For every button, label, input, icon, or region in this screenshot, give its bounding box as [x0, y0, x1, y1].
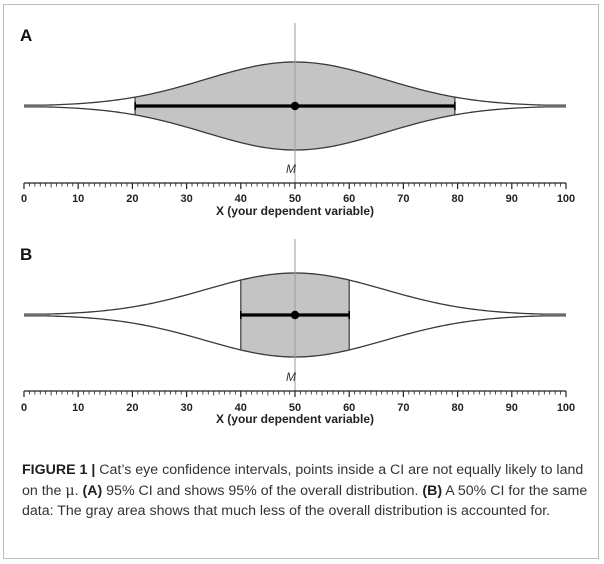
x-tick-label: 50	[289, 193, 301, 205]
x-tick-label: 0	[21, 402, 27, 414]
x-tick-label: 90	[506, 193, 518, 205]
panel-letter-a: A	[20, 26, 32, 45]
caption-mu: μ	[65, 482, 75, 499]
panel-b: B M 0 10 20 30 40 50 60 70 80 90 100 X (your depende…	[20, 239, 575, 426]
mean-point	[290, 101, 300, 111]
x-tick-label: 50	[289, 402, 301, 414]
caption-b-label: (B)	[422, 482, 443, 499]
x-axis-title: X (your dependent variable)	[216, 412, 374, 426]
panel-a: A M 0 10 20 30 40 50 60 70 80 90 100 X (your depende…	[20, 23, 575, 218]
caption-b-text: A 50% CI for the same data: The gray are…	[22, 482, 588, 520]
x-tick-label: 90	[506, 402, 518, 414]
x-tick-label: 70	[397, 402, 409, 414]
x-tick-label: 40	[235, 402, 247, 414]
x-tick-label: 0	[21, 193, 27, 205]
x-tick-label: 60	[343, 402, 355, 414]
figure-label: FIGURE 1 |	[22, 462, 96, 478]
x-axis-title: X (your dependent variable)	[216, 204, 374, 218]
caption-a-text: 95% CI and shows 95% of the overall dist…	[102, 482, 423, 499]
caption-text-1-end: .	[74, 482, 83, 499]
panel-letter-b: B	[20, 245, 32, 264]
x-tick-label: 10	[72, 193, 84, 205]
x-tick-label: 20	[126, 193, 138, 205]
mean-label: M	[286, 162, 296, 176]
x-tick-label: 70	[397, 193, 409, 205]
caption-text-1: Cat’s eye confidence intervals, points i…	[22, 462, 584, 499]
caption-a-label: (A)	[82, 482, 103, 499]
x-tick-label: 20	[126, 402, 138, 414]
figure-frame: A M 0 10 20 30 40 50 60 70 80 90 100 X (your depende…	[3, 4, 599, 559]
mean-label: M	[286, 370, 296, 384]
x-tick-label: 30	[180, 402, 192, 414]
panel-b-plot: M 0 10 20 30 40 50 60 70 80 90 100 X (your dependent…	[21, 239, 575, 426]
x-tick-label: 10	[72, 402, 84, 414]
figure-caption: FIGURE 1 | Cat’s eye confidence interval…	[22, 460, 592, 522]
x-tick-label: 60	[343, 193, 355, 205]
x-tick-label: 40	[235, 193, 247, 205]
x-tick-label: 100	[557, 402, 575, 414]
x-tick-label: 30	[180, 193, 192, 205]
mean-point	[290, 310, 300, 320]
x-tick-label: 80	[451, 193, 463, 205]
x-tick-label: 80	[451, 402, 463, 414]
panel-a-plot: M 0 10 20 30 40 50 60 70 80 90 100 X (your dependent…	[21, 23, 575, 218]
x-tick-label: 100	[557, 193, 575, 205]
